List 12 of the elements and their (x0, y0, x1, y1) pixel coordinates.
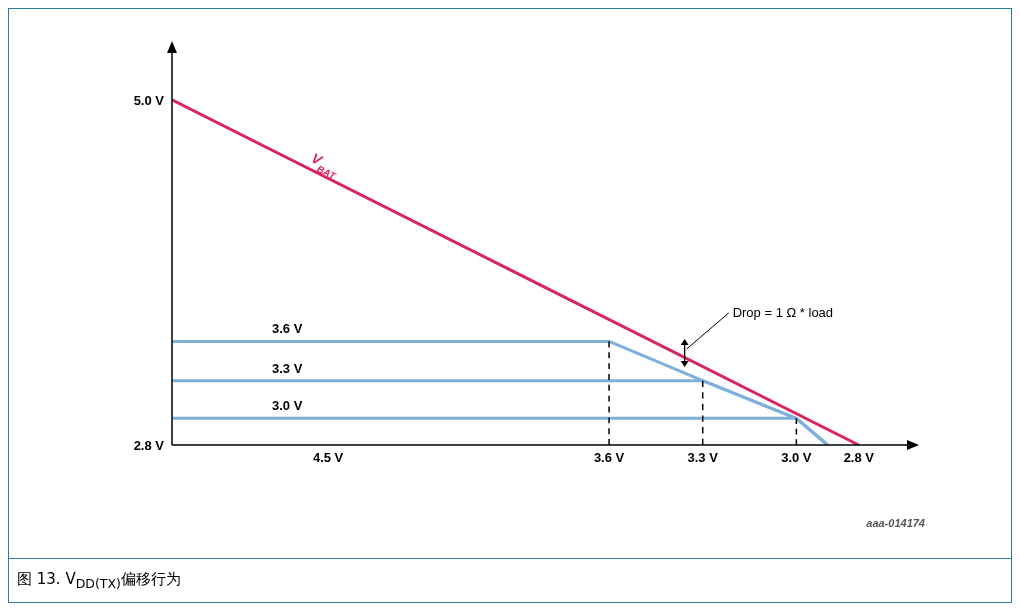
x-tick-label: 3.0 V (781, 450, 812, 466)
series-label: 3.0 V (272, 398, 303, 414)
x-tick-label: 3.3 V (687, 450, 719, 466)
text: aaa-014174 (866, 517, 925, 529)
annotation: Drop = 1 Ω * load (732, 305, 834, 320)
text: 图 13. V$_{DD(TX)}$偏移行为 (9, 558, 1011, 602)
x-tick-label: 2.8 V (843, 450, 875, 466)
x-tick-label: 3.6 V (593, 450, 625, 466)
series-label: 3.6 V (272, 321, 303, 337)
x-tick-label: 4.5 V (312, 450, 344, 466)
y-tick-label: 5.0 V (133, 92, 165, 108)
series-label: 3.3 V (272, 360, 303, 376)
